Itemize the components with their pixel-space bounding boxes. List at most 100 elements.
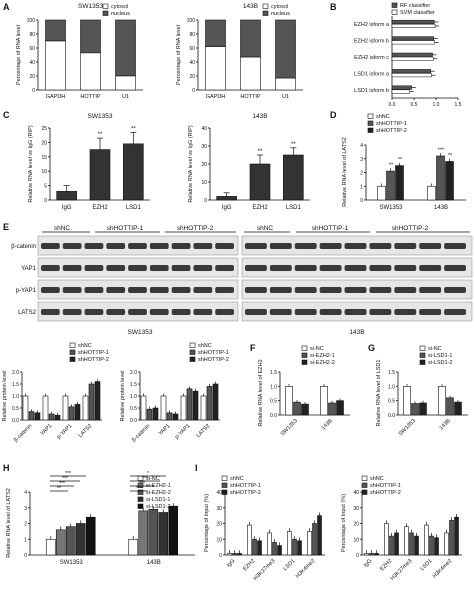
panel-c-chart-1-title: 143B — [252, 113, 267, 120]
panel-h-bar — [65, 526, 76, 556]
panel-e-band — [106, 309, 126, 315]
panel-e-band — [84, 309, 104, 315]
panel-b-y-tick-label: LSD1 isform a — [354, 71, 390, 77]
panel-e-quant-sw1353-bar — [94, 381, 101, 421]
panel-e-band — [41, 309, 60, 315]
panel-e-band — [419, 243, 442, 249]
panel-f-legend-swatch — [301, 359, 308, 365]
panel-b-x-tick-label: 1.0 — [433, 102, 440, 108]
panel-i-chart-1-y-tick-label: 10 — [353, 537, 359, 543]
panel-f-x-tick-label: 143B — [321, 418, 335, 432]
panel-f-legend-label: si-EZH2-1 — [310, 353, 335, 359]
panel-a-chart-1-x-tick-label: U1 — [282, 94, 289, 100]
panel-i-chart-0-x-tick-label: IgG — [226, 558, 237, 569]
panel-a-chart-0-y-tick-label: 20 — [29, 74, 35, 80]
panel-h-significance-label: *** — [142, 476, 148, 482]
panel-c-chart-1-y-tick-label: 20 — [201, 162, 207, 168]
panel-e-band — [41, 265, 60, 271]
panel-a-chart-0-legend-swatch — [102, 3, 109, 9]
panel-a-chart-1-x-tick-label: HOTTIP — [240, 94, 260, 100]
panel-i-chart-1-x-tick-label: H3K27me3 — [390, 558, 414, 582]
panel-c-chart-0-bar — [56, 191, 77, 201]
panel-e-band — [128, 243, 147, 249]
panel-a-chart-0-bar-cytosol — [80, 52, 101, 91]
panel-i-chart-0-bar — [227, 553, 232, 556]
panel-g-letter: G — [368, 343, 376, 353]
panel-d-y-tick-label: 3 — [360, 157, 363, 163]
panel-i-right-legend-swatch — [361, 475, 368, 481]
panel-e-band — [193, 309, 213, 315]
panel-c-chart-1-significance-label: ** — [291, 142, 296, 148]
panel-e-band — [193, 287, 213, 293]
panel-e-band — [128, 265, 147, 271]
panel-d-x-tick-label: 143B — [434, 205, 448, 211]
panel-i-chart-1-bar — [444, 532, 449, 556]
panel-d-legend-swatch — [367, 127, 374, 133]
panel-d-bar — [386, 170, 395, 201]
panel-h-significance-label: *** — [65, 471, 71, 477]
panel-e-row-label: p-YAP1 — [16, 288, 37, 294]
panel-e-quant-143b-y-tick-label: 0.0 — [130, 418, 137, 424]
panel-i-chart-0-bar — [247, 524, 252, 556]
panel-e-quant-143b-x-tick-label: LATS2 — [196, 423, 212, 439]
panel-i-chart-1-bar — [454, 516, 459, 556]
panel-e-lane-header: shHOTTIP-2 — [392, 225, 429, 232]
panel-e-band — [171, 243, 191, 249]
panel-i-chart-1-y-tick-label: 0 — [356, 553, 359, 559]
panel-d-legend-label: shHOTTIP-2 — [376, 128, 407, 134]
panel-f-y-tick-label: 1.0 — [270, 384, 277, 390]
panel-c-chart-0-title: SW1353 — [88, 113, 113, 120]
panel-a-letter: A — [3, 2, 10, 12]
panel-a-chart-0-legend-label: cytosol — [111, 4, 128, 10]
panel-a-chart-0-y-tick-label: 0 — [32, 88, 35, 94]
panel-b-y-tick-label: EZH2 isform b — [354, 39, 389, 45]
panel-e-band — [444, 309, 466, 315]
panel-i-chart-0-y-tick-label: 10 — [216, 537, 222, 543]
panel-e-band — [394, 309, 417, 315]
panel-a-chart-0-bar-nucleus — [45, 19, 66, 42]
panel-i-chart-1-bar — [374, 553, 379, 556]
panel-c-chart-1-significance-label: ** — [258, 149, 263, 155]
panel-h-significance-label: *** — [136, 486, 142, 492]
panel-i-chart-0-y-tick-label: 40 — [216, 490, 222, 496]
panel-e-quant-sw1353-bar — [34, 412, 41, 421]
panel-e-quant-right-legend-swatch — [189, 356, 196, 362]
panel-g-x-tick-label: SW1353 — [398, 418, 417, 437]
panel-f-bar — [336, 400, 344, 416]
panel-e-lane-header: shHOTTIP-2 — [177, 225, 214, 232]
panel-c-chart-0-y-tick-label: 15 — [41, 155, 47, 161]
panel-e-band — [369, 309, 392, 315]
panel-a-chart-1-y-tick-label: 60 — [189, 46, 195, 52]
panel-e-band — [215, 265, 234, 271]
panel-i-chart-0-y-tick-label: 20 — [216, 522, 222, 528]
panel-b-bar-svm — [391, 40, 435, 45]
panel-e-band — [369, 265, 392, 271]
panel-i-chart-1-bar — [409, 532, 414, 556]
panel-c-chart-1-y-tick-label: 30 — [201, 144, 207, 150]
panel-d-x-tick-label: SW1353 — [379, 205, 403, 211]
panel-i-chart-0-bar — [317, 515, 322, 556]
panel-a-chart-0-bar-cytosol — [115, 75, 136, 91]
panel-e-quant-143b-bar — [186, 388, 193, 421]
panel-e-band — [294, 309, 317, 315]
panel-e-quant-143b-bar — [140, 395, 147, 421]
panel-e-band — [444, 243, 466, 249]
panel-c-chart-0-x-tick-label: EZH2 — [92, 205, 108, 211]
panel-i-chart-0-bar — [237, 553, 242, 556]
panel-i-chart-0-bar — [267, 532, 272, 556]
panel-i-letter: I — [195, 463, 198, 473]
panel-e-band — [215, 287, 234, 293]
panel-h-bar — [148, 509, 159, 556]
panel-e-lane-header: shHOTTIP-1 — [107, 225, 144, 232]
panel-i-chart-1-x-tick-label: IgG — [363, 558, 374, 569]
panel-h-legend-label: si-LSD1-2 — [146, 504, 170, 510]
panel-h-legend-swatch — [137, 503, 144, 509]
panel-e-quant-left-legend-swatch — [69, 356, 76, 362]
panel-c-chart-0-y-tick-label: 20 — [41, 140, 47, 146]
panel-i-left-legend-label: shHOTTIP-2 — [230, 490, 261, 496]
panel-i-chart-0-x-tick-label: EZH2 — [242, 558, 256, 572]
panel-e-quant-143b-bar — [180, 395, 187, 421]
panel-i-chart-1-x-tick-label: LSD1 — [419, 558, 433, 572]
panel-e-quant-143b-bar — [192, 390, 199, 421]
panel-e-quant-sw1353-bar — [22, 395, 29, 421]
